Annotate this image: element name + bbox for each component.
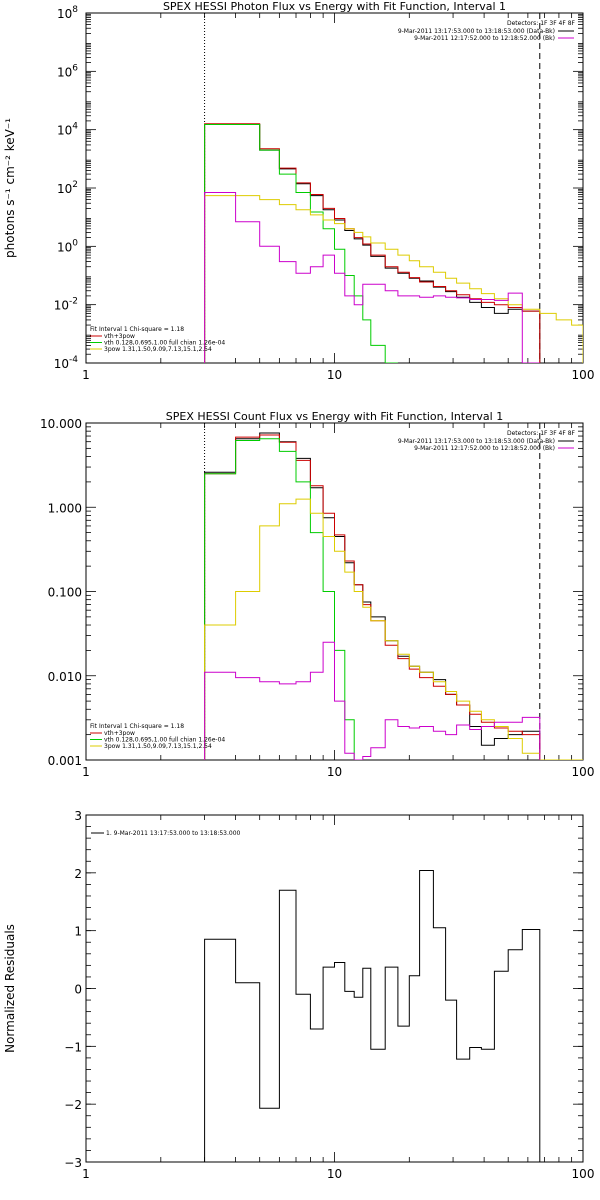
y-tick-label: 102 [57,180,78,196]
x-axis: 1 10 100 [82,423,594,779]
x-tick-label: 100 [572,1167,595,1181]
legend-header: Detectors: 1F 3F 4F 8F [507,20,576,27]
y-tick-label: −1 [64,1040,82,1054]
legend-entry: 1. 9-Mar-2011 13:17:53.000 to 13:18:53.0… [106,830,241,837]
chart-panel-1: SPEX HESSI Photon Flux vs Energy with Fi… [3,0,594,382]
fit-header: Fit Interval 1 Chi-square = 1.18 [90,326,184,333]
y-tick-label: 0.001 [48,754,82,768]
series-3pow-line [204,195,583,363]
series-data-line [204,432,541,760]
x-tick-label: 100 [572,765,595,779]
y-tick-label: 106 [57,63,78,79]
legend: Detectors: 1F 3F 4F 8F9-Mar-2011 13:17:5… [398,20,576,42]
x-axis: 1 10 100 [82,13,594,382]
series-vth-line [204,124,398,363]
y-tick-label: 10-2 [54,297,78,313]
y-tick-label: 10.000 [40,417,82,431]
y-tick-label: 3 [74,809,82,823]
y-tick-label: 0.010 [48,670,82,684]
y-tick-label: 108 [57,5,78,21]
series-bk-line [204,641,541,760]
legend-header: Detectors: 1F 3F 4F 8F [507,430,576,437]
series-group [204,123,583,363]
fit-summary: Fit Interval 1 Chi-square = 1.18vth+3pow… [90,326,225,353]
legend-entry: 9-Mar-2011 13:17:53.000 to 13:18:53.000 … [398,438,555,445]
chart-title: SPEX HESSI Photon Flux vs Energy with Fi… [163,0,506,13]
chart-panel-3: 1 10 100 −3 −2 −1 0 1 2 3 Normalized Residuals 1. 9… [3,809,594,1181]
y-tick-label: 104 [57,122,78,138]
fit-item: vth 0.128,0.695,1.00 full chian 1.26e-04 [104,340,225,347]
fit-item: vth+3pow [104,730,135,737]
series-bk-line [204,192,540,363]
y-tick-label: 0.100 [48,586,82,600]
x-tick-label: 1 [82,1167,90,1181]
y-tick-label: 10-4 [54,355,79,371]
y-tick-label: −2 [64,1098,82,1112]
plot-frame [85,814,584,1163]
x-tick-label: 100 [572,368,595,382]
legend-entry: 9-Mar-2011 12:17:52.000 to 12:18:52.000 … [414,445,555,452]
legend: 1. 9-Mar-2011 13:17:53.000 to 13:18:53.0… [91,830,241,837]
legend-entry: 9-Mar-2011 12:17:52.000 to 12:18:52.000 … [414,35,555,42]
fit-item: 3pow 1.31,1.50,9.09,7.13,15.1,2.54 [104,346,212,353]
y-axis: 0.001 0.010 0.100 1.000 10.000 [40,417,583,768]
series-data-line [204,124,541,363]
series-residuals-line [204,870,541,1162]
y-axis: 10-4 10-2 100 102 104 106 108 [54,5,583,371]
x-tick-label: 10 [327,368,342,382]
fit-item: 3pow 1.31,1.50,9.09,7.13,15.1,2.54 [104,743,212,750]
chart-title: SPEX HESSI Count Flux vs Energy with Fit… [166,410,503,423]
y-tick-label: 1.000 [48,501,82,515]
y-tick-label: 2 [74,867,82,881]
y-tick-label: 0 [74,983,82,997]
y-axis-label: Normalized Residuals [3,924,17,1053]
x-tick-label: 10 [327,765,342,779]
fit-item: vth+3pow [104,333,135,340]
legend: Detectors: 1F 3F 4F 8F9-Mar-2011 13:17:5… [398,430,576,452]
x-tick-label: 1 [82,765,90,779]
y-tick-label: 100 [57,238,78,254]
series-group [204,432,583,760]
series-vth-line [204,438,363,760]
legend-entry: 9-Mar-2011 13:17:53.000 to 13:18:53.000 … [398,28,555,35]
fit-item: vth 0.128,0.695,1.00 full chian 1.26e-04 [104,737,225,744]
y-tick-label: −3 [64,1156,82,1170]
chart-panel-2: SPEX HESSI Count Flux vs Energy with Fit… [40,410,594,779]
y-tick-label: 1 [74,925,82,939]
series-vth+3pow-line [204,434,541,760]
series-group [204,870,541,1162]
fit-header: Fit Interval 1 Chi-square = 1.18 [90,723,184,730]
x-tick-label: 1 [82,368,90,382]
y-axis: −3 −2 −1 0 1 2 3 [64,809,583,1170]
x-tick-label: 10 [327,1167,342,1181]
fit-summary: Fit Interval 1 Chi-square = 1.18vth+3pow… [90,723,225,750]
y-axis-label: photons s⁻¹ cm⁻² keV⁻¹ [3,118,17,258]
series-3pow-line [204,498,583,760]
x-axis: 1 10 100 [82,815,594,1181]
